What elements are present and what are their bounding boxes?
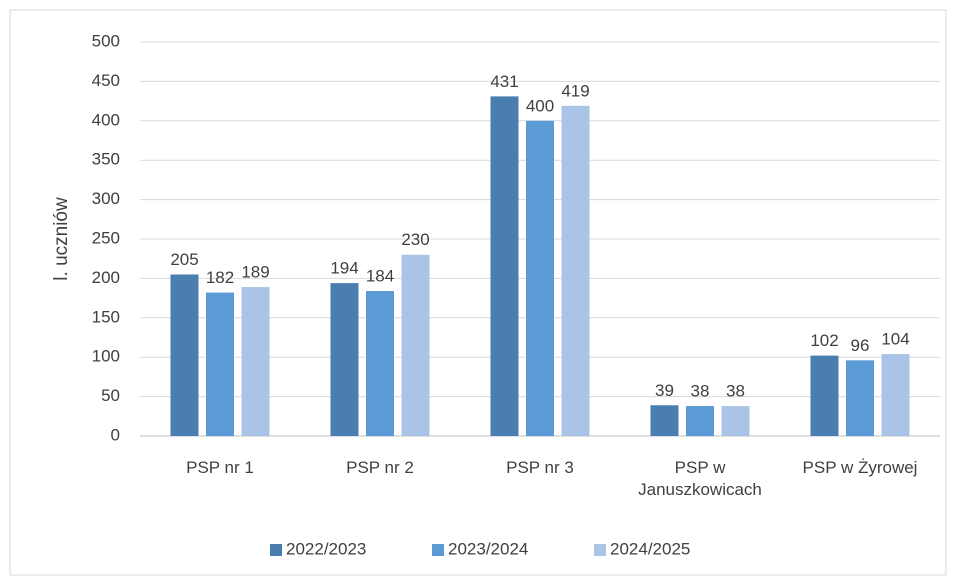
bar [686,406,714,436]
y-tick-label: 50 [101,386,120,405]
bar [330,283,359,436]
y-tick-label: 0 [111,425,120,444]
y-tick-label: 200 [92,268,120,287]
y-tick-label: 450 [92,71,120,90]
data-label: 205 [170,250,198,269]
bar [241,287,270,436]
data-label: 194 [330,259,358,278]
bar [366,291,394,436]
bar [526,120,554,437]
bar [650,405,679,436]
data-label: 230 [401,230,429,249]
bar [561,105,590,436]
legend-label: 2022/2023 [286,539,366,558]
data-label: 189 [241,263,269,282]
bar [206,292,234,436]
bar [721,406,750,436]
x-tick-label: PSP nr 1 [186,458,254,477]
bar [881,354,910,436]
y-axis-label: l. uczniów [51,197,72,281]
data-label: 104 [881,330,909,349]
bar [401,254,430,436]
x-tick-label: PSP nr 3 [506,458,574,477]
data-label: 96 [851,336,870,355]
legend-swatch [270,544,282,556]
data-label: 39 [655,381,674,400]
legend-label: 2024/2025 [610,539,690,558]
y-tick-label: 250 [92,228,120,247]
y-tick-label: 300 [92,189,120,208]
x-tick-label: PSP w Żyrowej [802,458,918,477]
data-label: 400 [526,96,554,115]
y-tick-label: 100 [92,347,120,366]
data-label: 38 [691,382,710,401]
y-tick-label: 150 [92,307,120,326]
data-label: 38 [726,382,745,401]
data-label: 102 [810,331,838,350]
data-label: 182 [206,268,234,287]
data-label: 431 [490,72,518,91]
y-tick-label: 400 [92,110,120,129]
data-label: 184 [366,266,394,285]
legend-swatch [432,544,444,556]
legend-label: 2023/2024 [448,539,528,558]
y-tick-label: 350 [92,150,120,169]
bar [810,355,839,436]
data-label: 419 [561,81,589,100]
legend-swatch [594,544,606,556]
x-tick-label: PSP w Januszkowicach [638,458,762,499]
y-tick-label: 500 [92,31,120,50]
chart-border [9,9,947,576]
x-tick-label: PSP nr 2 [346,458,414,477]
bar [170,274,199,436]
bar [846,360,874,436]
bar [490,96,519,436]
